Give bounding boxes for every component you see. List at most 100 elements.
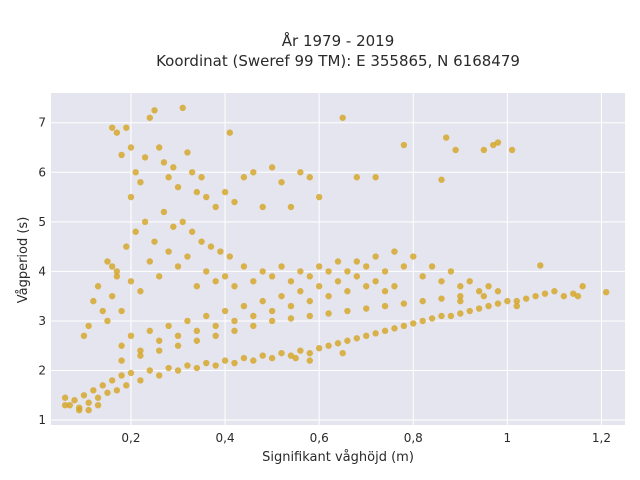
scatter-point — [278, 263, 285, 270]
scatter-point — [146, 258, 154, 265]
scatter-point — [250, 312, 257, 320]
chart-title: År 1979 - 2019 — [282, 31, 395, 50]
y-axis-ticks: 1 2 3 4 5 6 7 — [38, 116, 46, 427]
scatter-point — [184, 317, 191, 325]
scatter-point — [381, 288, 389, 295]
scatter-point — [292, 354, 299, 362]
scatter-point — [268, 317, 276, 325]
scatter-point — [99, 382, 106, 389]
scatter-point — [146, 114, 154, 121]
scatter-point — [315, 263, 323, 270]
scatter-point — [113, 268, 121, 275]
scatter-point — [226, 253, 233, 260]
scatter-point — [118, 342, 125, 349]
scatter-point — [203, 193, 210, 201]
scatter-point — [94, 401, 102, 409]
scatter-point — [174, 332, 182, 340]
scatter-point — [537, 262, 544, 269]
scatter-point — [363, 332, 370, 340]
scatter-point — [400, 141, 408, 149]
scatter-point — [494, 139, 502, 146]
scatter-point — [240, 263, 248, 270]
scatter-point — [419, 273, 426, 280]
scatter-point — [76, 406, 83, 414]
scatter-point — [71, 397, 78, 404]
scatter-point — [334, 340, 342, 347]
scatter-point — [259, 203, 266, 211]
scatter-point — [363, 283, 370, 290]
scatter-point — [240, 302, 248, 310]
scatter-point — [306, 174, 313, 181]
scatter-point — [400, 263, 408, 270]
scatter-point — [184, 362, 191, 369]
scatter-point — [485, 283, 492, 290]
scatter-point — [113, 387, 121, 394]
scatter-point — [579, 283, 586, 290]
scatter-point — [193, 337, 201, 344]
scatter-point — [391, 248, 398, 255]
scatter-point — [428, 263, 436, 270]
scatter-point — [118, 151, 125, 159]
data-points — [61, 104, 610, 414]
scatter-point — [160, 208, 168, 216]
scatter-point — [250, 278, 257, 285]
scatter-point — [80, 392, 88, 399]
scatter-point — [268, 307, 276, 315]
scatter-point — [231, 317, 238, 325]
scatter-point — [570, 290, 577, 297]
scatter-point — [174, 263, 182, 270]
scatter-point — [113, 273, 121, 280]
scatter-point — [344, 337, 351, 344]
scatter-point — [372, 253, 379, 260]
scatter-point — [325, 342, 332, 349]
scatter-point — [207, 243, 215, 250]
scatter-point — [108, 292, 116, 300]
scatter-point — [231, 198, 238, 206]
scatter-point — [118, 372, 125, 379]
scatter-point — [184, 149, 191, 156]
scatter-point — [165, 174, 172, 181]
y-tick-label: 3 — [38, 314, 46, 328]
scatter-point — [522, 295, 530, 302]
scatter-point — [123, 243, 130, 250]
scatter-point — [457, 310, 464, 317]
scatter-point — [297, 347, 304, 354]
scatter-point — [381, 327, 389, 335]
scatter-point — [137, 352, 144, 359]
scatter-point — [85, 406, 92, 414]
scatter-point — [372, 330, 379, 337]
scatter-point — [90, 387, 97, 394]
scatter-point — [428, 315, 436, 322]
scatter-point — [480, 292, 488, 300]
scatter-point — [226, 129, 233, 136]
x-tick-label: 1,2 — [592, 431, 611, 445]
x-tick-label: 0,4 — [216, 431, 235, 445]
scatter-point — [306, 357, 313, 364]
scatter-point — [231, 359, 238, 367]
scatter-point — [123, 382, 130, 389]
scatter-point — [278, 178, 285, 186]
scatter-point — [174, 367, 182, 374]
scatter-point — [438, 176, 445, 183]
scatter-point — [306, 273, 313, 280]
scatter-point — [137, 178, 144, 186]
scatter-point — [287, 278, 295, 285]
scatter-point — [212, 322, 219, 330]
scatter-point — [179, 104, 186, 112]
scatter-point — [113, 129, 121, 136]
scatter-point — [438, 278, 445, 285]
scatter-point — [353, 258, 361, 265]
scatter-point — [137, 288, 144, 295]
scatter-point — [61, 394, 69, 401]
x-tick-label: 0,6 — [310, 431, 329, 445]
scatter-point — [372, 278, 379, 285]
scatter-point — [268, 273, 276, 280]
scatter-point — [363, 263, 370, 270]
y-tick-label: 4 — [38, 264, 46, 278]
scatter-point — [212, 362, 219, 369]
scatter-point — [127, 278, 135, 285]
scatter-point — [108, 263, 116, 270]
scatter-point — [132, 169, 139, 176]
scatter-point — [287, 302, 295, 310]
scatter-point — [212, 278, 219, 285]
